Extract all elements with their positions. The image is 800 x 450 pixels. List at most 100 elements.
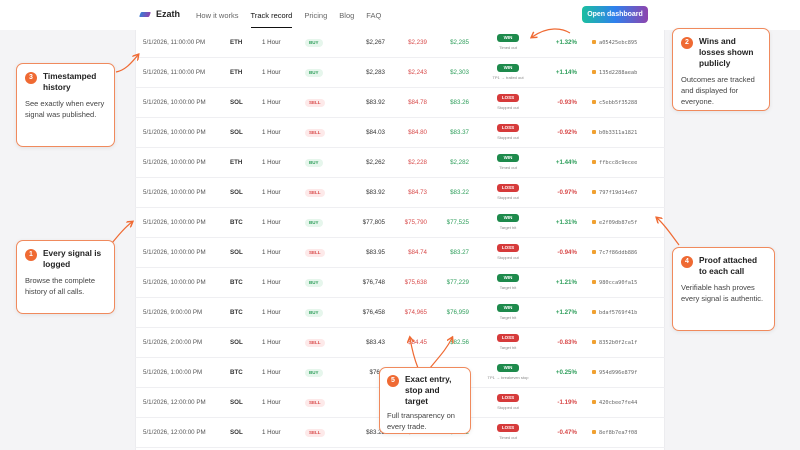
signal-symbol: SOL (230, 429, 243, 436)
stop-price: $2,239 (408, 39, 427, 46)
table-row[interactable]: 5/1/2026, 10:00:00 PM SOL 1 Hour SELL $83.92… (135, 88, 665, 118)
hash-value: b0b3311a1821 (599, 130, 638, 136)
stop-price: $84.78 (408, 99, 427, 106)
entry-price: $83.92 (366, 99, 385, 106)
signal-symbol: SOL (230, 249, 243, 256)
proof-hash[interactable]: 420cbee7fe44 (592, 388, 637, 418)
stop-price: $2,228 (408, 159, 427, 166)
signal-timeframe: 1 Hour (262, 99, 281, 106)
pnl-percent: +0.25% (555, 369, 577, 376)
proof-hash[interactable]: b0b3311a1821 (592, 118, 637, 148)
proof-hash[interactable]: e2f09db87e5f (592, 208, 637, 238)
brand[interactable]: Ezath (140, 9, 180, 19)
entry-price: $84.03 (366, 129, 385, 136)
callout-number: 4 (681, 256, 693, 268)
table-row[interactable]: 5/1/2026, 10:00:00 PM SOL 1 Hour SELL $83.95… (135, 238, 665, 268)
side-badge: BUY (305, 69, 323, 77)
entry-price: $83.92 (366, 189, 385, 196)
nav-link-track-record[interactable]: Track record (250, 11, 293, 28)
proof-hash[interactable]: a05425ebc895 (592, 28, 637, 58)
entry-price: $76,6 (369, 369, 385, 376)
proof-hash[interactable]: 797f19d14e67 (592, 178, 637, 208)
stop-price: $75,638 (404, 279, 427, 286)
nav-link-how-it-works[interactable]: How it works (196, 11, 239, 20)
entry-price: $2,267 (366, 39, 385, 46)
signal-timestamp: 5/1/2026, 10:00:00 PM (143, 279, 206, 286)
stop-price: $2,243 (408, 69, 427, 76)
signal-timeframe: 1 Hour (262, 279, 281, 286)
lock-icon (592, 310, 596, 314)
stop-price: $74,965 (404, 309, 427, 316)
table-row[interactable]: 5/1/2026, 10:00:00 PM BTC 1 Hour BUY $76,748… (135, 268, 665, 298)
signal-timeframe: 1 Hour (262, 189, 281, 196)
table-row[interactable]: 5/1/2026, 11:00:00 PM ETH 1 Hour BUY $2,267 $… (135, 28, 665, 58)
target-price: $2,303 (450, 69, 469, 76)
signal-timeframe: 1 Hour (262, 429, 281, 436)
table-row[interactable]: 5/1/2026, 10:00:00 PM BTC 1 Hour BUY $77,805… (135, 208, 665, 238)
stop-price: $84.73 (408, 189, 427, 196)
proof-hash[interactable]: 8ef8b7ea7f08 (592, 418, 637, 448)
proof-hash[interactable]: 8352b0f2ca1f (592, 328, 637, 358)
hash-value: 135d2288aeab (599, 70, 638, 76)
proof-hash[interactable]: bdaf5769f41b (592, 298, 637, 328)
hash-value: 420cbee7fe44 (599, 400, 638, 406)
signal-timestamp: 5/1/2026, 10:00:00 PM (143, 249, 206, 256)
table-row[interactable]: 5/1/2026, 11:00:00 PM ETH 1 Hour BUY $2,283 $… (135, 58, 665, 88)
signal-timeframe: 1 Hour (262, 369, 281, 376)
entry-price: $76,458 (362, 309, 385, 316)
entry-price: $83.95 (366, 249, 385, 256)
signal-timestamp: 5/1/2026, 11:00:00 PM (143, 69, 206, 76)
pnl-percent: +1.14% (555, 69, 577, 76)
callout-number: 3 (25, 72, 37, 84)
pnl-percent: -0.97% (557, 189, 577, 196)
table-row[interactable]: 5/1/2026, 10:00:00 PM ETH 1 Hour BUY $2,262 $… (135, 148, 665, 178)
pnl-percent: -0.47% (557, 429, 577, 436)
table-row[interactable]: 5/1/2026, 10:00:00 PM SOL 1 Hour SELL $84.03… (135, 118, 665, 148)
proof-hash[interactable]: 980cca90fa15 (592, 268, 637, 298)
brand-logo-icon (140, 9, 150, 19)
table-row[interactable]: 5/1/2026, 2:00:00 PM SOL 1 Hour SELL $83.43 $… (135, 328, 665, 358)
arrow-to-signal-row (111, 222, 132, 244)
signal-timeframe: 1 Hour (262, 159, 281, 166)
result-badge: LOSS (497, 94, 519, 102)
signal-timeframe: 1 Hour (262, 219, 281, 226)
nav-link-blog[interactable]: Blog (339, 11, 355, 20)
proof-hash[interactable]: c5ebb5f35288 (592, 88, 637, 118)
stop-price: $84.74 (408, 249, 427, 256)
side-badge: BUY (305, 309, 323, 317)
signal-timestamp: 5/1/2026, 1:00:00 PM (143, 369, 203, 376)
result-note: Stopped out (497, 135, 519, 140)
target-price: $83.27 (450, 249, 469, 256)
table-row[interactable]: 5/1/2026, 9:00:00 PM BTC 1 Hour BUY $76,458 $… (135, 298, 665, 328)
lock-icon (592, 340, 596, 344)
hash-value: 8352b0f2ca1f (599, 340, 638, 346)
proof-hash[interactable]: 7c7f86ddb886 (592, 238, 637, 268)
nav-link-faq[interactable]: FAQ (366, 11, 382, 20)
signal-symbol: BTC (230, 279, 243, 286)
result-note: Target hit (499, 315, 517, 320)
proof-hash[interactable]: 954d996e879f (592, 358, 637, 388)
side-badge: SELL (305, 429, 325, 437)
signal-timeframe: 1 Hour (262, 399, 281, 406)
pnl-percent: +1.31% (555, 219, 577, 226)
callout-title: Every signal is logged (43, 248, 102, 269)
table-row[interactable]: 5/1/2026, 10:00:00 PM SOL 1 Hour SELL $83.92… (135, 178, 665, 208)
entry-price: $2,262 (366, 159, 385, 166)
result-badge: WIN (497, 364, 519, 372)
open-dashboard-button[interactable]: Open dashboard (582, 6, 648, 23)
callout-proof-attached: 4 Proof attached to each call Verifiable… (672, 247, 775, 331)
lock-icon (592, 430, 596, 434)
signal-timestamp: 5/1/2026, 10:00:00 PM (143, 129, 206, 136)
entry-price: $83.28 (366, 429, 385, 436)
result-badge: WIN (497, 64, 519, 72)
proof-hash[interactable]: ffbcc8c9ecee (592, 148, 637, 178)
signal-symbol: SOL (230, 339, 243, 346)
proof-hash[interactable]: 135d2288aeab (592, 58, 637, 88)
lock-icon (592, 400, 596, 404)
target-price: $2,285 (450, 39, 469, 46)
hash-value: 7c7f86ddb886 (599, 250, 638, 256)
signal-symbol: SOL (230, 129, 243, 136)
nav-link-pricing[interactable]: Pricing (304, 11, 328, 20)
signal-timestamp: 5/1/2026, 10:00:00 PM (143, 189, 206, 196)
side-badge: BUY (305, 219, 323, 227)
